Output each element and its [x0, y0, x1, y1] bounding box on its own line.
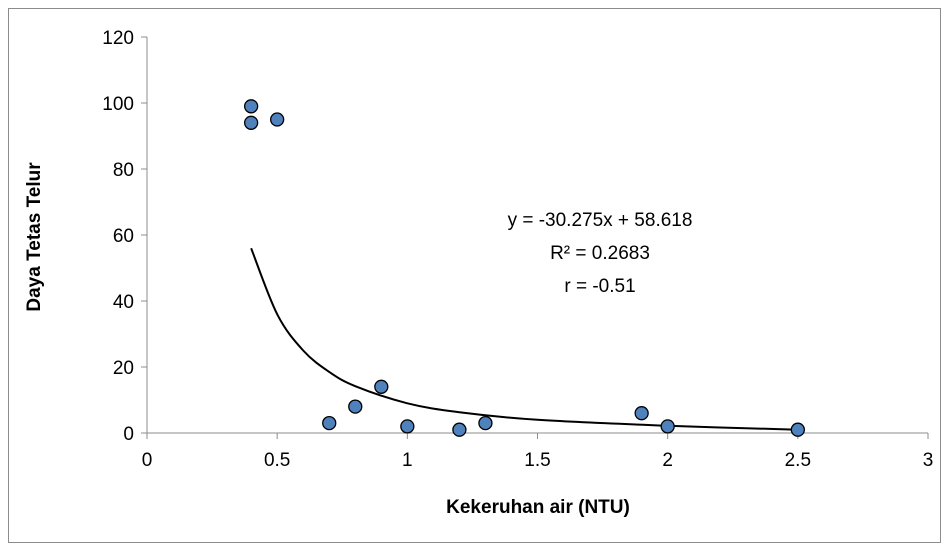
correlation-label: r = -0.51 [564, 276, 635, 297]
data-points [243, 99, 805, 437]
x-tick-label: 1.5 [524, 450, 550, 471]
tick-labels: 0 0.5 1 1.5 2 2.5 3 0 20 40 60 80 100 120 [102, 28, 933, 471]
data-point [243, 99, 259, 114]
data-point [452, 422, 467, 437]
tick-marks [141, 36, 929, 439]
x-tick-label: 3 [923, 450, 934, 471]
y-tick-label: 0 [123, 424, 134, 445]
y-tick-label: 100 [102, 94, 134, 115]
data-point [634, 406, 649, 421]
x-tick-label: 1 [402, 450, 413, 471]
y-tick-label: 60 [113, 226, 134, 247]
x-tick-label: 2 [662, 450, 673, 471]
regression-equation: y = -30.275x + 58.618 [508, 210, 693, 231]
data-point [478, 415, 493, 431]
x-tick-label: 0.5 [264, 450, 290, 471]
r-squared-label: R² = 0.2683 [550, 243, 650, 264]
data-point [660, 419, 675, 434]
axes [146, 37, 928, 434]
data-point [348, 399, 363, 414]
y-tick-label: 80 [113, 160, 134, 181]
x-axis-title: Kekeruhan air (NTU) [446, 497, 630, 518]
y-axis-title: Daya Tetas Telur [24, 162, 45, 312]
data-point [243, 115, 259, 130]
trendline [250, 247, 798, 431]
data-point [400, 419, 415, 434]
y-tick-label: 40 [113, 292, 134, 313]
data-point [374, 379, 389, 394]
data-point [322, 415, 337, 431]
data-point [790, 422, 805, 437]
x-tick-label: 0 [142, 450, 153, 471]
x-tick-label: 2.5 [785, 450, 811, 471]
y-tick-label: 120 [102, 28, 134, 49]
y-tick-label: 20 [113, 358, 134, 379]
chart-frame [8, 8, 941, 543]
data-point [270, 112, 285, 127]
